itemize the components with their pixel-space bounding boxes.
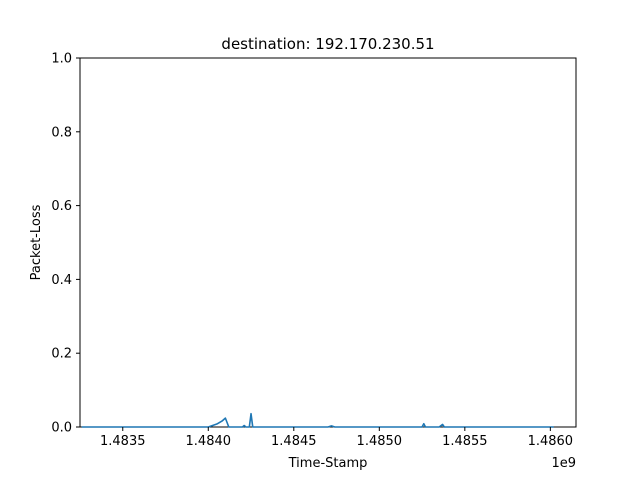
- x-tick-label: 1.4840: [186, 434, 232, 449]
- y-tick-label: 0.0: [51, 421, 72, 436]
- y-axis-label: Packet-Loss: [29, 204, 44, 280]
- y-tick-label: 0.6: [51, 199, 72, 214]
- y-tick-label: 1.0: [51, 52, 72, 67]
- y-axis: 0.0 0.2 0.4 0.6 0.8 1.0: [51, 52, 80, 436]
- y-tick-label: 0.4: [51, 273, 72, 288]
- plot-frame: [79, 57, 577, 428]
- x-tick-label: 1.4835: [100, 434, 146, 449]
- y-tick-label: 0.8: [51, 125, 72, 140]
- chart-title: destination: 192.170.230.51: [221, 35, 434, 53]
- x-tick-label: 1.4855: [442, 434, 488, 449]
- x-axis-label: Time-Stamp: [288, 456, 368, 471]
- x-axis: 1.4835 1.4840 1.4845 1.4850 1.4855 1.4860: [100, 427, 573, 449]
- x-tick-label: 1.4850: [357, 434, 403, 449]
- x-axis-offset-label: 1e9: [551, 456, 576, 471]
- x-tick-label: 1.4845: [271, 434, 317, 449]
- y-tick-label: 0.2: [51, 347, 72, 362]
- series-line: [81, 412, 554, 428]
- series-layer: [81, 412, 554, 428]
- x-tick-label: 1.4860: [528, 434, 574, 449]
